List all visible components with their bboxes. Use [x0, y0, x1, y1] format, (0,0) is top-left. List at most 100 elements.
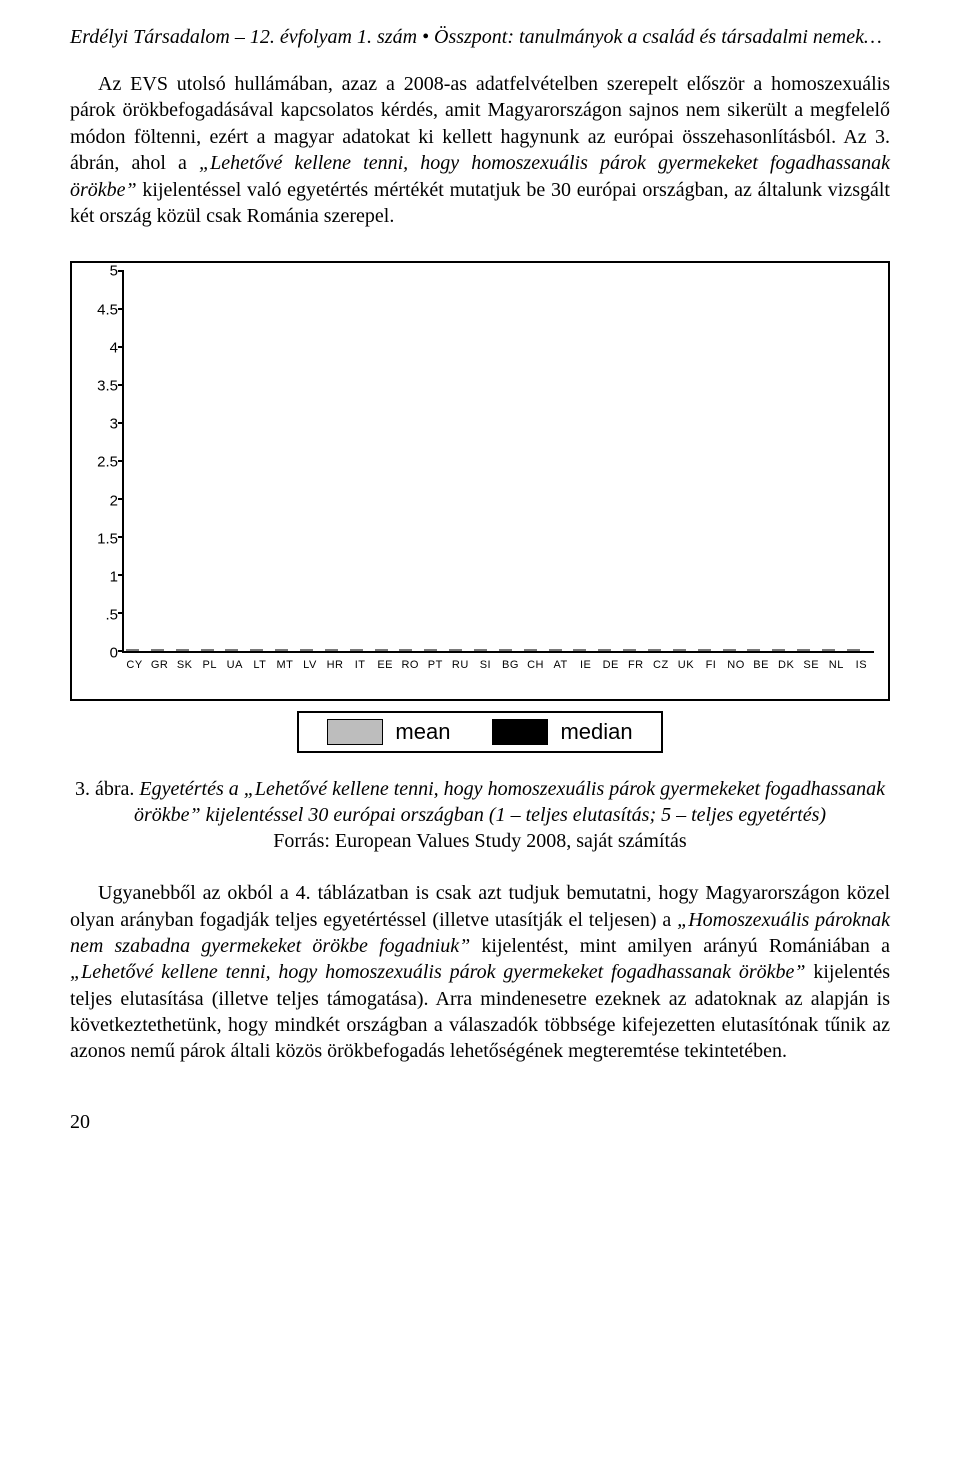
bar-mean: [225, 649, 238, 651]
country-RO: [399, 649, 424, 651]
figure-3: 0.511.522.533.544.55 CYGRSKPLUALTMTLVHRI…: [70, 261, 890, 753]
x-labels-row: CYGRSKPLUALTMTLVHRITEEROPTRUSIBGCHATIEDE…: [122, 653, 874, 671]
country-NO: [723, 649, 748, 651]
bar-mean: [275, 649, 288, 651]
x-label: FR: [623, 653, 648, 671]
bar-mean: [648, 649, 661, 651]
x-label: BE: [749, 653, 774, 671]
bar-mean: [822, 649, 835, 651]
country-AT: [549, 649, 574, 651]
x-axis: CYGRSKPLUALTMTLVHRITEEROPTRUSIBGCHATIEDE…: [122, 653, 874, 691]
bar-mean: [300, 649, 313, 651]
y-tick-label: 5: [110, 263, 118, 280]
y-tick-mark: [118, 308, 124, 310]
country-PL: [201, 649, 226, 651]
x-label: GR: [147, 653, 172, 671]
x-label: CH: [523, 653, 548, 671]
x-label: SK: [172, 653, 197, 671]
x-label: CY: [122, 653, 147, 671]
country-FR: [623, 649, 648, 651]
x-label: RO: [398, 653, 423, 671]
bars-container: [124, 271, 874, 651]
y-axis: 0.511.522.533.544.55: [80, 271, 122, 653]
chart-area: 0.511.522.533.544.55 CYGRSKPLUALTMTLVHRI…: [80, 271, 880, 691]
x-label: PL: [197, 653, 222, 671]
bar-mean: [126, 649, 139, 651]
country-CH: [524, 649, 549, 651]
bar-mean: [250, 649, 263, 651]
bar-mean: [424, 649, 437, 651]
bar-mean: [698, 649, 711, 651]
y-tick-label: 4: [110, 339, 118, 356]
y-tick-label: 1.5: [97, 530, 118, 547]
bar-mean: [399, 649, 412, 651]
x-label: DK: [774, 653, 799, 671]
country-NL: [822, 649, 847, 651]
country-SI: [474, 649, 499, 651]
country-LV: [300, 649, 325, 651]
bar-mean: [549, 649, 562, 651]
bar-mean: [772, 649, 785, 651]
bar-mean: [201, 649, 214, 651]
para2-q2: „Lehetővé kellene tenni, hogy homoszexuá…: [70, 961, 806, 983]
country-CZ: [648, 649, 673, 651]
x-label: IS: [849, 653, 874, 671]
x-label: PT: [423, 653, 448, 671]
legend-row: mean median: [70, 711, 890, 753]
y-tick-mark: [118, 346, 124, 348]
y-tick-mark: [118, 612, 124, 614]
x-label: RU: [448, 653, 473, 671]
x-label: NL: [824, 653, 849, 671]
y-tick-label: 3.5: [97, 377, 118, 394]
page-number: 20: [70, 1111, 890, 1134]
x-label: SI: [473, 653, 498, 671]
legend-median-label: median: [560, 719, 632, 745]
x-label: LV: [297, 653, 322, 671]
y-tick-label: 3: [110, 416, 118, 433]
x-label: UA: [222, 653, 247, 671]
y-tick-label: 4.5: [97, 301, 118, 318]
figure-caption: 3. ábra. Egyetértés a „Lehetővé kellene …: [70, 777, 890, 854]
country-DE: [598, 649, 623, 651]
x-label: IT: [348, 653, 373, 671]
country-CY: [126, 649, 151, 651]
y-tick-mark: [118, 422, 124, 424]
x-label: LT: [247, 653, 272, 671]
country-IT: [350, 649, 375, 651]
x-label: HR: [323, 653, 348, 671]
bar-mean: [673, 649, 686, 651]
x-label: CZ: [648, 653, 673, 671]
bar-mean: [524, 649, 537, 651]
country-IE: [573, 649, 598, 651]
bar-mean: [598, 649, 611, 651]
country-GR: [151, 649, 176, 651]
y-tick-label: .5: [105, 607, 118, 624]
y-tick-mark: [118, 650, 124, 652]
y-tick-mark: [118, 270, 124, 272]
bar-mean: [573, 649, 586, 651]
x-label: SE: [799, 653, 824, 671]
country-UA: [225, 649, 250, 651]
caption-source: Forrás: European Values Study 2008, sajá…: [273, 830, 686, 852]
legend-median: median: [492, 719, 632, 745]
bar-mean: [499, 649, 512, 651]
country-BG: [499, 649, 524, 651]
country-RU: [449, 649, 474, 651]
y-tick-mark: [118, 460, 124, 462]
x-label: FI: [698, 653, 723, 671]
x-label: EE: [373, 653, 398, 671]
legend-median-swatch: [492, 719, 548, 745]
country-FI: [698, 649, 723, 651]
y-tick-label: 1: [110, 568, 118, 585]
y-tick-mark: [118, 536, 124, 538]
legend-mean: mean: [327, 719, 450, 745]
country-MT: [275, 649, 300, 651]
bar-mean: [723, 649, 736, 651]
country-BE: [747, 649, 772, 651]
followup-paragraph: Ugyanebből az okból a 4. táblázatban is …: [70, 880, 890, 1065]
x-label: DE: [598, 653, 623, 671]
country-SK: [176, 649, 201, 651]
running-head: Erdélyi Társadalom – 12. évfolyam 1. szá…: [70, 26, 890, 49]
country-LT: [250, 649, 275, 651]
bar-mean: [449, 649, 462, 651]
